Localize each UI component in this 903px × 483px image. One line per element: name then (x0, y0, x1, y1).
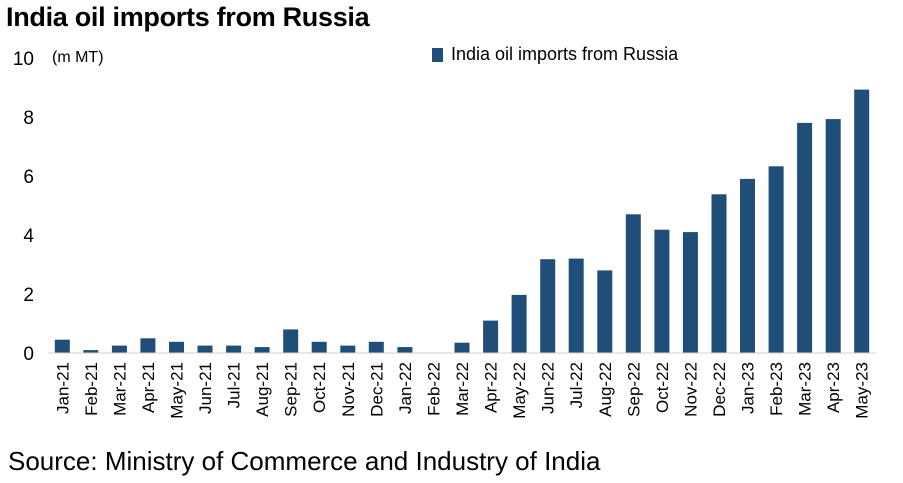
legend-label: India oil imports from Russia (451, 44, 679, 64)
x-tick-label: Mar-21 (110, 362, 129, 416)
x-tick-label: May-22 (510, 362, 529, 419)
bars (54, 89, 870, 354)
bar-apr-23 (825, 119, 841, 353)
x-tick-label: Dec-22 (710, 362, 729, 417)
unit-label: (m MT) (52, 49, 104, 66)
y-tick-label: 0 (23, 344, 34, 365)
bar-jun-22 (540, 259, 556, 353)
x-tick-label: Feb-21 (82, 362, 101, 416)
chart-title: India oil imports from Russia (6, 2, 370, 32)
bar-jul-21 (226, 345, 242, 353)
x-tick-label: May-23 (853, 362, 872, 419)
y-tick-label: 10 (13, 49, 34, 70)
legend-swatch (432, 48, 443, 62)
x-tick-label: Sep-21 (282, 362, 301, 417)
x-tick-label: Jan-23 (739, 362, 758, 414)
y-tick-label: 6 (23, 167, 34, 188)
y-tick-label: 8 (23, 108, 34, 129)
bar-jan-21 (54, 339, 70, 353)
bar-mar-21 (111, 345, 127, 353)
x-tick-label: Mar-23 (796, 362, 815, 416)
bar-may-23 (854, 89, 870, 353)
x-tick-label: Feb-23 (767, 362, 786, 416)
bar-mar-23 (797, 122, 813, 354)
x-tick-label: Aug-21 (253, 362, 272, 417)
bar-sep-21 (283, 329, 299, 353)
bar-jun-21 (197, 345, 213, 353)
x-tick-label: Nov-21 (339, 362, 358, 417)
bar-jan-23 (740, 178, 755, 353)
x-tick-label: Dec-21 (367, 362, 386, 417)
bar-dec-22 (711, 194, 727, 353)
bar-aug-22 (597, 270, 613, 353)
bar-may-22 (511, 294, 527, 353)
bar-jan-22 (397, 347, 413, 353)
y-axis: 0 2 4 6 8 10 (13, 49, 35, 365)
x-tick-label: Sep-22 (624, 362, 643, 417)
x-tick-label: Jan-22 (396, 362, 415, 414)
source-note: Source: Ministry of Commerce and Industr… (8, 446, 601, 476)
bar-apr-21 (140, 338, 156, 354)
x-tick-label: Apr-21 (139, 362, 158, 413)
bar-sep-22 (625, 214, 641, 353)
x-tick-label: Oct-22 (653, 362, 672, 413)
y-tick-label: 4 (23, 226, 34, 247)
x-tick-label: Mar-22 (453, 362, 472, 416)
legend: India oil imports from Russia (432, 44, 679, 64)
x-tick-label: May-21 (167, 362, 186, 419)
x-tick-label: Nov-22 (681, 362, 700, 417)
bar-may-21 (169, 341, 184, 353)
x-tick-label: Apr-22 (482, 362, 501, 413)
x-tick-label: Jun-22 (539, 362, 558, 414)
x-tick-label: Jun-21 (196, 362, 215, 414)
bar-aug-21 (254, 347, 270, 353)
x-tick-label: Feb-22 (424, 362, 443, 416)
x-tick-label: Aug-22 (596, 362, 615, 417)
bar-feb-23 (768, 166, 784, 353)
x-tick-label: Jul-22 (567, 362, 586, 408)
bar-feb-21 (83, 350, 99, 353)
bar-nov-21 (340, 345, 356, 353)
x-tick-label: Jan-21 (53, 362, 72, 414)
x-tick-label: Oct-21 (310, 362, 329, 413)
y-tick-label: 2 (23, 285, 34, 306)
bar-oct-22 (654, 229, 670, 353)
bar-mar-22 (454, 342, 470, 353)
x-tick-label: Apr-23 (824, 362, 843, 413)
x-tick-labels: Jan-21 Feb-21 Mar-21 Apr-21 May-21 Jun-21 Jul-… (53, 362, 871, 419)
bar-dec-21 (368, 341, 384, 353)
bar-jul-22 (568, 258, 584, 353)
bar-apr-22 (483, 320, 499, 353)
bar-nov-22 (682, 232, 698, 353)
bar-oct-21 (311, 341, 327, 353)
x-tick-label: Jul-21 (225, 362, 244, 408)
